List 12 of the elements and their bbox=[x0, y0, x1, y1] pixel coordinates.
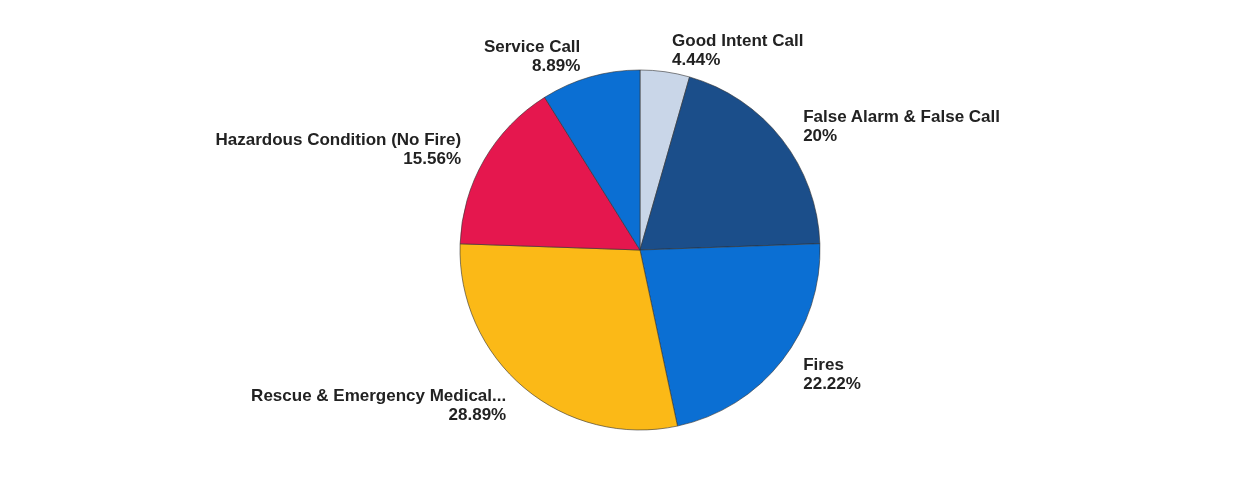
data-label: 15.56% bbox=[403, 149, 462, 169]
data-label: 8.89% bbox=[532, 55, 581, 75]
slice-label: Hazardous Condition (No Fire) bbox=[215, 130, 462, 150]
slice-label: False Alarm & False Call bbox=[803, 106, 1000, 126]
data-label: 28.89% bbox=[448, 404, 507, 424]
slice-label: Service Call bbox=[483, 36, 581, 56]
slice-label: Fires bbox=[803, 355, 844, 375]
data-label: 4.44% bbox=[672, 49, 721, 69]
slice-label: Rescue & Emergency Medical... bbox=[251, 385, 507, 405]
data-label: 20% bbox=[803, 125, 838, 145]
slice-label: Good Intent Call bbox=[672, 30, 804, 50]
data-label: 22.22% bbox=[803, 374, 861, 394]
